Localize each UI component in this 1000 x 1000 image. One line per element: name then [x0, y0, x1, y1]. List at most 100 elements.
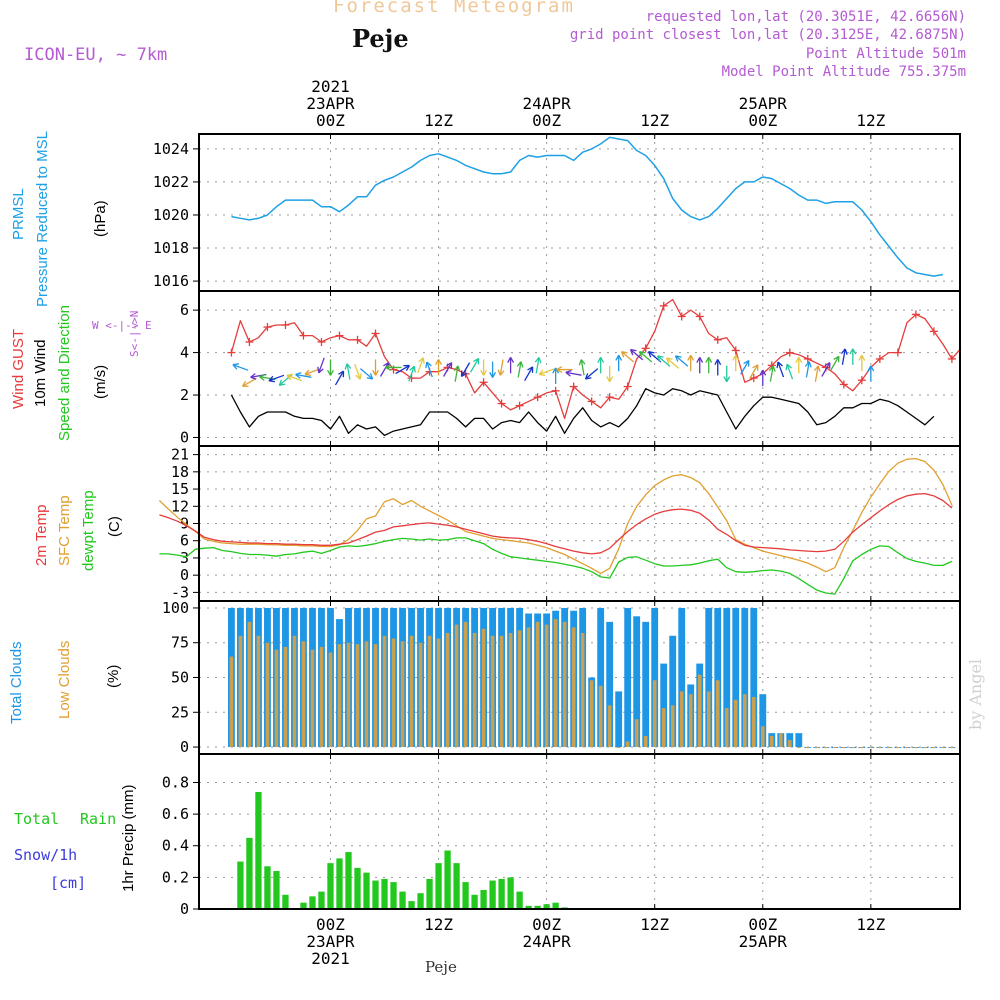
- wind-arrow-head: [785, 364, 788, 371]
- low-clouds-bar: [274, 649, 279, 748]
- low-clouds-bar: [463, 621, 468, 748]
- top-time-label: 12Z: [640, 111, 669, 130]
- wind-direction-arrow: [805, 361, 810, 378]
- wind-arrow-head: [630, 348, 637, 352]
- wind-arrow-head: [250, 376, 257, 380]
- low-clouds-bar: [932, 747, 936, 749]
- low-clouds-bar: [328, 652, 333, 748]
- precip-bar: [390, 882, 397, 909]
- low-clouds-bar: [247, 621, 252, 748]
- precip-bar: [300, 902, 307, 909]
- wind-ytick-label: 4: [180, 344, 189, 362]
- low-clouds-bar: [283, 646, 288, 748]
- wind-arrow-head: [578, 359, 582, 366]
- wind-arrow-head: [666, 357, 673, 360]
- precip-ytick-label: 0.2: [162, 868, 189, 886]
- wind-arrow-head: [405, 365, 411, 372]
- total-clouds-bar: [651, 607, 659, 748]
- precip-bar: [507, 877, 514, 909]
- precip-bar: [327, 863, 334, 909]
- low-clouds-bar: [842, 747, 846, 749]
- low-clouds-bar: [499, 635, 504, 748]
- low-clouds-bar: [887, 747, 891, 749]
- low-clouds-bar: [319, 646, 324, 748]
- wind-arrow-head: [268, 375, 274, 382]
- wind-arrow-head: [510, 357, 515, 363]
- wind-arrow-head: [699, 357, 704, 363]
- wind-arrow-head: [708, 357, 713, 363]
- wind-direction-arrow: [286, 374, 303, 382]
- precip-ytick-label: 0.8: [162, 773, 189, 791]
- low-clouds-bar: [634, 719, 639, 748]
- wind-direction-arrow: [740, 360, 750, 375]
- top-time-label: 23APR: [306, 94, 355, 113]
- precip-bar: [480, 890, 487, 909]
- low-clouds-bar: [751, 696, 756, 748]
- pressure-bg: [199, 134, 960, 291]
- wind-arrow-head: [795, 357, 800, 363]
- wind-arrow-head: [817, 365, 821, 372]
- low-clouds-bar: [472, 632, 477, 748]
- wind-direction-arrow: [334, 370, 345, 386]
- wind-arrow-head: [483, 369, 488, 376]
- wind-direction-arrow: [786, 363, 794, 380]
- top-time-label: 12Z: [856, 111, 885, 130]
- low-clouds-bar: [796, 747, 801, 749]
- low-clouds-bar: [760, 726, 765, 748]
- panel-precip: 0 0.2 0.4 0.6 0.8: [162, 754, 960, 918]
- sfc-temp-label: SFC Temp: [56, 495, 73, 566]
- point-altitude: Point Altitude 501m: [805, 46, 966, 62]
- wind-arrow-head: [675, 355, 682, 358]
- wind-arrow-head: [422, 357, 425, 364]
- total-clouds-bar: [606, 621, 614, 748]
- low-clouds-bar: [400, 641, 405, 748]
- wind-arrow-head: [516, 361, 522, 367]
- wind-arrow-head: [499, 370, 505, 376]
- wind-direction-arrow: [639, 351, 653, 363]
- wind-arrow-head: [735, 354, 740, 361]
- low-clouds-bar: [643, 735, 648, 748]
- total-clouds-bar: [597, 607, 605, 748]
- precip-bar: [309, 896, 316, 909]
- wind-direction-arrow: [470, 358, 480, 373]
- wind-arrow-head: [786, 363, 792, 369]
- wind-direction-arrow: [426, 361, 433, 378]
- low-clouds-bar: [914, 747, 918, 749]
- low-clouds-bar: [409, 635, 414, 748]
- footer-location: Peje: [425, 958, 457, 976]
- wind-direction-arrow: [517, 361, 522, 378]
- wind-direction-arrow: [499, 359, 504, 376]
- wind-direction-arrow: [538, 368, 555, 376]
- top-time-label: 25APR: [739, 94, 788, 113]
- total-clouds-bar: [660, 663, 668, 748]
- wind-arrow-head: [278, 379, 283, 386]
- precip-bar: [264, 866, 271, 909]
- low-clouds-bar: [905, 747, 909, 749]
- low-clouds-bar: [869, 747, 873, 749]
- low-clouds-bar: [688, 694, 693, 748]
- low-clouds-bar: [860, 747, 864, 749]
- precip-bar: [246, 837, 253, 909]
- bottom-time-label: 12Z: [856, 915, 885, 934]
- low-clouds-bar: [679, 691, 684, 748]
- wind-arrow-head: [556, 368, 563, 374]
- precip-bar: [345, 852, 352, 909]
- low-clouds-bar: [265, 642, 270, 748]
- wind-arrow-head: [538, 369, 544, 375]
- temperature-ytick-label: 6: [180, 532, 189, 550]
- bottom-time-label: 2021: [311, 949, 350, 968]
- low-clouds-bar: [733, 699, 738, 748]
- low-clouds-bar: [454, 624, 459, 748]
- low-clouds-bar: [833, 747, 837, 749]
- low-clouds-bar: [805, 747, 810, 749]
- wind-arrow-head: [534, 357, 540, 363]
- precip-bar: [372, 880, 379, 909]
- pressure-ytick-label: 1016: [153, 272, 189, 290]
- low-clouds-bar: [526, 627, 531, 748]
- wind-direction-arrow: [830, 355, 840, 371]
- wind-arrow-head: [437, 359, 443, 366]
- wind-arrow-head: [600, 357, 605, 363]
- wind-arrow-head: [638, 351, 643, 358]
- wind-arrow-head: [687, 354, 692, 361]
- low-clouds-bar: [544, 624, 549, 748]
